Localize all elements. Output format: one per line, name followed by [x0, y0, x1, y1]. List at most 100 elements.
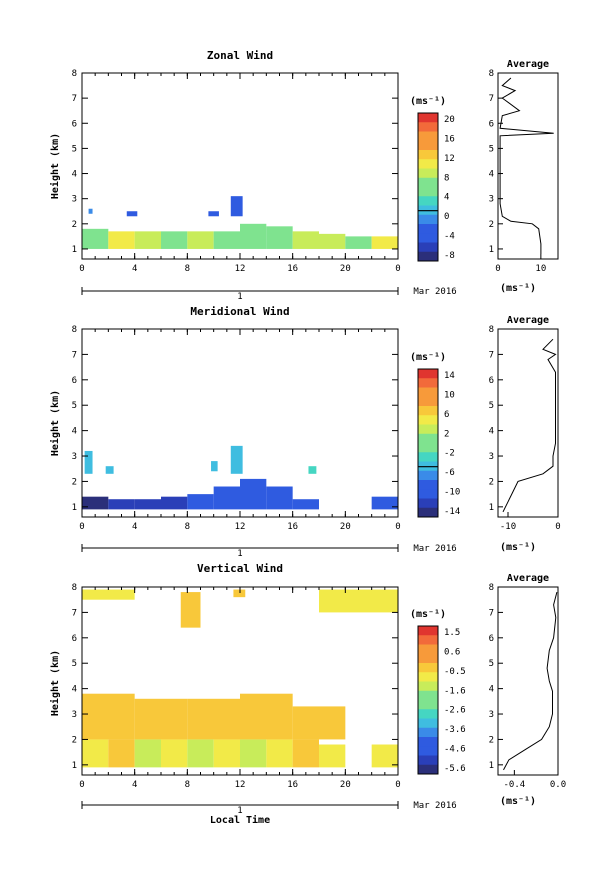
vertical-cell-4 [187, 739, 214, 768]
vertical-cell-13 [187, 698, 240, 740]
meridional-colorbar-segment [418, 433, 438, 444]
meridional-average-y-tick-label: 6 [489, 376, 494, 386]
meridional-average-y-tick-label: 2 [489, 477, 494, 487]
meridional-day-label: 1 [237, 549, 242, 559]
zonal-x-tick-label: 12 [235, 264, 246, 274]
vertical-colorbar-segment [418, 635, 438, 645]
zonal-units: (ms⁻¹) [410, 96, 446, 107]
meridional-cell-1 [108, 499, 135, 510]
zonal-colorbar-segment [418, 168, 438, 179]
zonal-cell-3 [161, 231, 188, 249]
zonal-colorbar-segment [418, 224, 438, 234]
vertical-cell-15 [292, 706, 346, 740]
meridional-average-y-tick-label: 8 [489, 325, 494, 335]
vertical-colorbar-segment [418, 672, 438, 682]
zonal-average-profile-line [499, 77, 554, 254]
meridional-colorbar-segment [418, 406, 438, 416]
meridional-cell-14 [308, 466, 317, 474]
zonal-x-ticks: 0 4 8 12 16 20 0 [79, 73, 401, 274]
meridional-x-ticks: 0 4 8 12 16 20 0 [79, 329, 401, 532]
vertical-colorbar-label: 0.6 [444, 647, 460, 657]
meridional-average-x-tick-label: 0 [555, 522, 560, 532]
vertical-average-x-tick-label: 0.0 [550, 780, 566, 790]
zonal-cell-0 [82, 228, 109, 249]
vertical-colorbar: 1.5 0.6 -0.5 -1.6 -2.6 -3.6 -4.6 -5.6 [417, 625, 466, 775]
zonal-average-y-tick-label: 4 [489, 170, 494, 180]
zonal-x-tick-label: 4 [132, 264, 137, 274]
vertical-heatmap-cells [82, 589, 398, 768]
vertical-colorbar-label: -1.6 [444, 686, 466, 696]
zonal-colorbar-segment [418, 150, 438, 160]
vertical-x-tick-label: 20 [340, 780, 351, 790]
meridional-heatmap-cells [82, 445, 398, 510]
zonal-y-tick-label: 1 [72, 245, 77, 255]
zonal-title: Zonal Wind [207, 49, 273, 62]
zonal-average-y-tick-label: 8 [489, 69, 494, 79]
vertical-average-y-tick-label: 7 [489, 608, 494, 618]
meridional-y-tick-label: 4 [72, 427, 77, 437]
zonal-y-ticks: 1 2 3 4 5 6 7 8 [72, 69, 398, 255]
vertical-colorbar-segment [418, 626, 438, 636]
meridional-cell-10 [84, 450, 93, 474]
zonal-x-tick-label: 20 [340, 264, 351, 274]
vertical-cell-16 [180, 592, 201, 628]
meridional-cell-0 [82, 496, 109, 510]
zonal-cell-11 [371, 236, 398, 249]
meridional-x-tick-label: 12 [235, 522, 246, 532]
meridional-colorbar-label: -2 [444, 449, 455, 459]
vertical-cell-18 [82, 589, 135, 600]
vertical-cell-0 [82, 739, 109, 768]
meridional-colorbar-label: 2 [444, 429, 449, 439]
meridional-x-tick-label: 16 [287, 522, 298, 532]
zonal-colorbar-segment [418, 140, 438, 151]
zonal-y-label: Height (km) [49, 133, 61, 199]
vertical-date-label: Mar 2016 [413, 801, 456, 811]
zonal-average-y-tick-label: 5 [489, 144, 494, 154]
meridional-cell-5 [213, 486, 240, 510]
vertical-cell-12 [134, 698, 188, 740]
meridional-x-tick-label: 0 [79, 522, 84, 532]
vertical-cell-9 [319, 744, 346, 768]
vertical-colorbar-segment [418, 737, 438, 747]
vertical-cell-2 [134, 739, 161, 768]
meridional-y-ticks: 1 2 3 4 5 6 7 8 [72, 325, 398, 513]
vertical-average-title: Average [507, 573, 549, 584]
meridional-y-tick-label: 3 [72, 452, 77, 462]
zonal-average-y-tick-label: 2 [489, 220, 494, 230]
meridional-colorbar-segment [418, 507, 438, 518]
vertical-y-tick-label: 1 [72, 761, 77, 771]
meridional-cell-8 [292, 499, 319, 510]
meridional-x-tick-label: 20 [340, 522, 351, 532]
vertical-y-tick-label: 7 [72, 608, 77, 618]
meridional-colorbar-segment [418, 396, 438, 407]
vertical-average-y-tick-label: 2 [489, 735, 494, 745]
vertical-x-tick-label: 4 [132, 780, 137, 790]
zonal-average-units: (ms⁻¹) [500, 283, 536, 294]
meridional-cell-12 [211, 461, 218, 472]
meridional-x-tick-label: 8 [185, 522, 190, 532]
meridional-x-tick-label: 4 [132, 522, 137, 532]
meridional-x-tick-label: 0 [395, 522, 400, 532]
vertical-units: (ms⁻¹) [410, 609, 446, 620]
zonal-average-y-tick-label: 7 [489, 94, 494, 104]
meridional-colorbar-segment [418, 498, 438, 509]
meridional-colorbar-label: -6 [444, 468, 455, 478]
meridional-title: Meridional Wind [190, 305, 289, 318]
meridional-y-tick-label: 8 [72, 325, 77, 335]
zonal-date-label: Mar 2016 [413, 287, 456, 297]
zonal-colorbar-label: 20 [444, 115, 455, 125]
zonal-day-label: 1 [237, 292, 242, 302]
zonal-colorbar-segment [418, 122, 438, 132]
meridional-colorbar-label: -14 [444, 507, 460, 517]
vertical-average-plot: 1 2 3 4 5 6 7 8 -0.4 0.0 [489, 583, 567, 790]
meridional-cell-4 [187, 494, 214, 510]
meridional-colorbar-segment [418, 452, 438, 462]
meridional-cell-2 [134, 499, 161, 510]
zonal-y-tick-label: 4 [72, 170, 77, 180]
meridional-average-y-tick-label: 3 [489, 452, 494, 462]
zonal-cell-7 [266, 226, 293, 249]
vertical-colorbar-label: -2.6 [444, 706, 466, 716]
zonal-average-y-tick-label: 6 [489, 119, 494, 129]
vertical-colorbar-segment [418, 663, 438, 673]
vertical-colorbar-segment [418, 653, 438, 664]
